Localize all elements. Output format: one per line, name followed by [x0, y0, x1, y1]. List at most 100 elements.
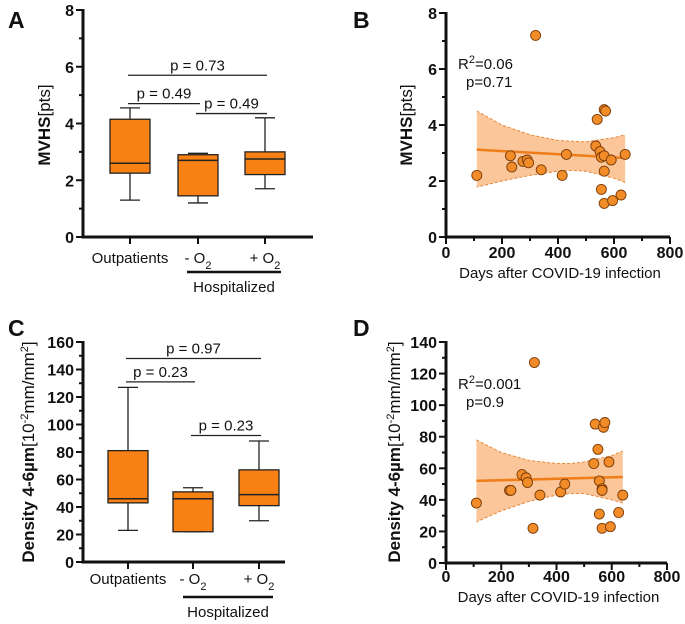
data-point	[506, 161, 518, 173]
data-point	[530, 29, 542, 41]
y-tick-label: 60	[419, 461, 437, 478]
panel-b: B 0 2 4 6 8 MVHS[pts] 0 200 400 600 800 Days after C…	[353, 6, 683, 282]
data-point	[535, 164, 547, 176]
p-value-label: p = 0.49	[137, 86, 192, 103]
data-point	[593, 508, 605, 520]
p-value-label: p = 0.97	[166, 341, 221, 358]
y-axis-label-unit: mm/mm	[385, 352, 404, 413]
y-axis-label-unit: [pts]	[397, 84, 416, 116]
y-axis-label-main: MVHS	[35, 117, 54, 166]
x-axis-label: Days after COVID-19 infection	[458, 589, 660, 606]
panel-letter: A	[8, 7, 25, 33]
data-point	[534, 489, 546, 501]
category-label-text: - O	[185, 250, 206, 267]
y-tick-label: 0	[65, 230, 74, 247]
box-0	[109, 107, 151, 201]
category-label: - O2	[185, 250, 212, 272]
r-squared-superscript: 2	[469, 54, 475, 66]
y-axis-label-unit: [10	[385, 423, 404, 447]
y-axis-label-superscript: 2	[385, 346, 397, 352]
data-point	[605, 154, 617, 166]
y-tick-label: 80	[419, 430, 437, 447]
x-tick-label: 600	[598, 569, 625, 586]
x-tick-label: 200	[489, 245, 516, 262]
category-label-subscript: 2	[274, 260, 280, 272]
x-tick-label: 800	[654, 569, 681, 586]
data-point	[604, 521, 616, 533]
box-iqr	[177, 154, 219, 197]
y-axis-label-main: MVHS	[397, 117, 416, 166]
data-point	[527, 522, 539, 534]
data-point	[556, 169, 568, 181]
y-axis-label-superscript: 2	[19, 346, 31, 352]
p-value-label: p = 0.23	[133, 364, 188, 381]
r-squared-superscript: 2	[469, 374, 475, 386]
box-1	[172, 487, 214, 533]
data-point	[619, 148, 631, 160]
r-squared-value: =0.001	[475, 376, 521, 393]
p-value-label: p = 0.73	[170, 57, 225, 74]
y-tick-label: 160	[47, 335, 74, 352]
box-2	[244, 117, 286, 190]
p-value-label: p = 0.49	[204, 96, 259, 113]
data-point	[596, 484, 608, 496]
p-value-label: p=0.71	[466, 74, 512, 91]
y-tick-label: 0	[428, 556, 437, 573]
category-label-text: + O	[250, 250, 275, 267]
group-label: Hospitalized	[193, 279, 275, 296]
y-tick-label: 140	[47, 363, 74, 380]
data-point	[591, 113, 603, 125]
data-point	[615, 189, 627, 201]
y-tick-label: 6	[428, 62, 437, 79]
x-tick-label: 800	[657, 245, 684, 262]
category-label-text: + O	[244, 571, 269, 588]
data-point	[560, 148, 572, 160]
y-tick-label: 100	[410, 398, 437, 415]
r-squared-value: =0.06	[475, 56, 513, 73]
data-point	[599, 417, 611, 428]
y-axis-label-main: Density 4-6µm	[19, 447, 38, 563]
category-label-subscript: 2	[205, 260, 211, 272]
data-point	[595, 183, 607, 195]
data-point	[470, 497, 482, 509]
box-iqr	[172, 491, 214, 533]
data-point	[607, 195, 619, 207]
data-point	[600, 105, 612, 117]
r-squared-label: R2=0.001	[458, 374, 521, 393]
category-label: + O2	[250, 250, 281, 272]
y-tick-label: 60	[56, 473, 74, 490]
r-squared-label: R2=0.06	[458, 54, 513, 73]
y-tick-label: 2	[65, 173, 74, 190]
y-axis-label: Density 4-6µm[10-2mm/mm2]	[19, 341, 38, 562]
confidence-band	[476, 439, 623, 522]
y-axis-label-unit: mm/mm	[19, 352, 38, 413]
box-2	[238, 440, 280, 522]
y-tick-label: 120	[47, 390, 74, 407]
category-label-subscript: 2	[268, 581, 274, 593]
y-tick-label: 4	[428, 118, 437, 135]
box-iqr	[244, 151, 286, 176]
confidence-band-upper	[476, 439, 623, 465]
r-squared-prefix: R	[458, 376, 469, 393]
category-label-text: - O	[180, 571, 201, 588]
y-tick-label: 0	[428, 230, 437, 247]
data-point	[592, 443, 604, 455]
data-point	[617, 489, 629, 501]
panel-c: C 0 20 40 60 80 100 120 140 160 Density 4-6µm[10-2…	[8, 315, 285, 621]
panel-letter: C	[8, 315, 25, 341]
y-axis-label-superscript: -2	[385, 414, 397, 424]
category-label: Outpatients	[90, 571, 167, 588]
y-tick-label: 8	[428, 6, 437, 23]
y-tick-label: 6	[65, 60, 74, 77]
box-0	[107, 386, 149, 532]
box-1	[177, 152, 219, 204]
category-label-text: Outpatients	[90, 571, 167, 588]
y-tick-label: 100	[47, 418, 74, 435]
category-label: - O2	[180, 571, 207, 593]
y-axis-label-superscript: -2	[19, 414, 31, 424]
y-tick-label: 2	[428, 174, 437, 191]
y-axis-label: Density 4-6µm[10-2mm/mm2]	[385, 341, 404, 562]
y-tick-label: 20	[419, 524, 437, 541]
data-point	[523, 157, 535, 169]
